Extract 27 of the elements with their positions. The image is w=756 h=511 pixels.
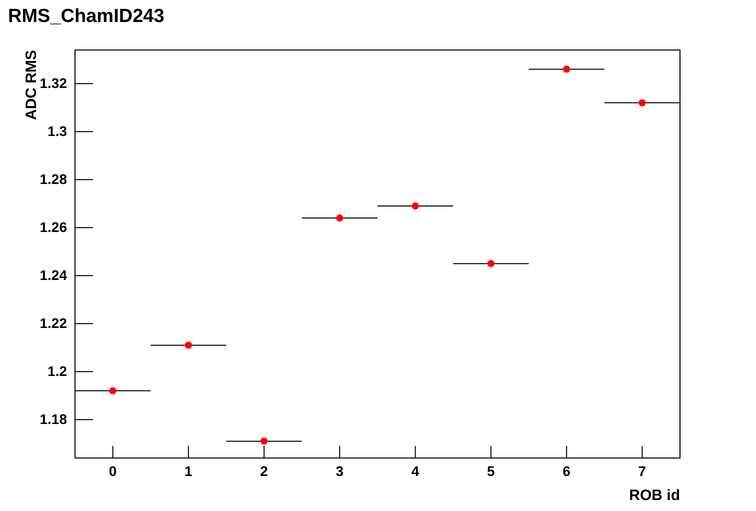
point <box>336 214 344 222</box>
point <box>412 202 419 210</box>
x-tick-label: 2 <box>260 462 268 479</box>
point <box>562 66 570 73</box>
y-tick-label: 1.24 <box>40 267 68 284</box>
x-tick-label: 5 <box>487 462 496 479</box>
point <box>109 387 116 394</box>
point <box>184 342 192 349</box>
y-tick-label: 1.22 <box>40 315 68 332</box>
y-tick-label: 1.3 <box>48 123 68 140</box>
x-tick-label: 3 <box>336 462 344 479</box>
y-tick-label: 1.26 <box>40 219 68 236</box>
x-tick-label: 0 <box>108 462 117 479</box>
x-tick-label: 1 <box>184 462 193 479</box>
point <box>487 260 495 268</box>
x-tick-label: 6 <box>562 462 571 479</box>
chart-title: RMS_ChamID243 <box>8 6 164 27</box>
y-tick-label: 1.28 <box>40 171 68 188</box>
point <box>638 99 646 106</box>
y-tick-label: 1.32 <box>40 75 68 92</box>
y-axis-title: ADC RMS <box>23 50 40 120</box>
y-tick-label: 1.2 <box>48 363 68 380</box>
x-tick-label: 4 <box>411 462 420 479</box>
y-tick-label: 1.18 <box>40 411 68 428</box>
x-axis-title: ROB id <box>629 487 680 504</box>
x-tick-label: 7 <box>638 462 646 479</box>
point <box>260 438 268 445</box>
